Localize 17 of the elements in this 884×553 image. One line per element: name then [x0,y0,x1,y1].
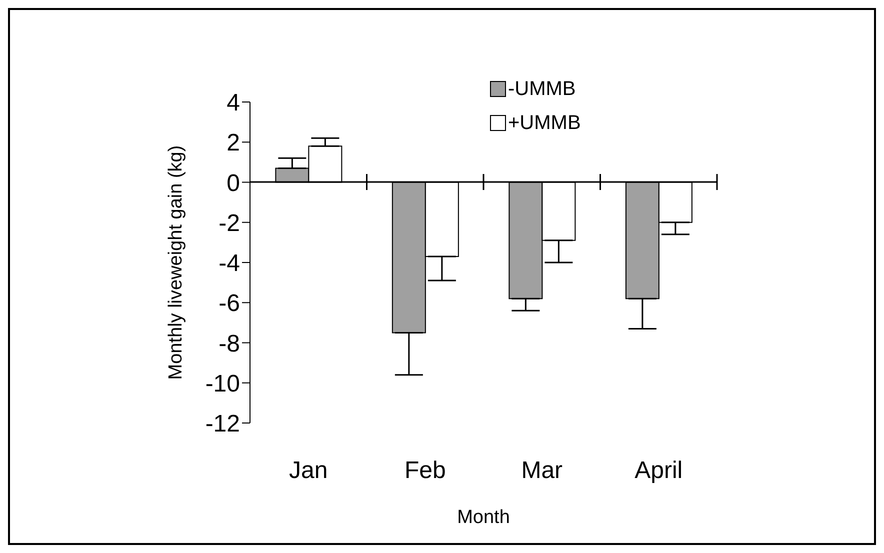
x-axis-title: Month [457,507,510,528]
x-tick-label: April [634,457,683,484]
y-tick-label: -2 [218,210,240,237]
legend-label: +UMMB [508,112,581,134]
y-tick-label: -6 [218,290,240,318]
legend-label: -UMMB [508,78,576,100]
x-tick-label: Feb [404,457,446,484]
y-tick-label: 0 [226,170,240,197]
x-tick-label: Mar [521,457,563,484]
y-tick-label: -8 [218,330,240,358]
y-tick-label: -12 [205,410,240,438]
y-tick-label: 4 [226,90,240,117]
y-tick-label: -4 [218,250,240,278]
y-axis-title: Monthly liveweight gain (kg) [166,145,187,380]
x-tick-label: Jan [289,457,328,484]
y-tick-label: -10 [205,370,240,398]
y-tick-label: 2 [226,130,240,157]
